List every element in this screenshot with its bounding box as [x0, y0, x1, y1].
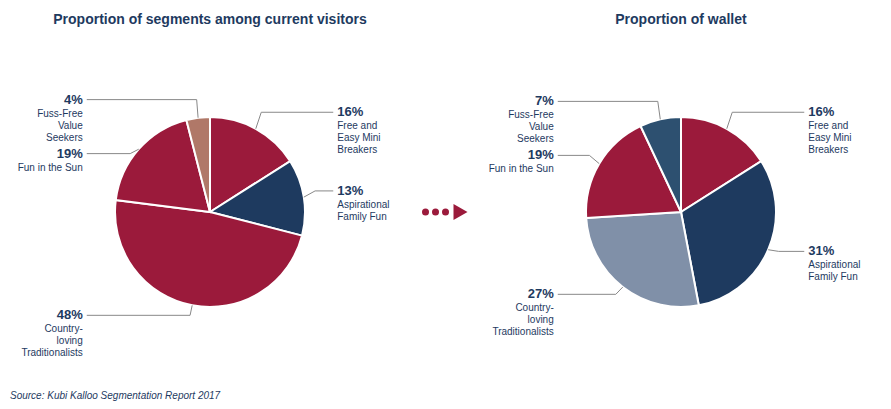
data-labels: 16%Free andEasy MiniBreakers 31%Aspiratio…: [489, 93, 861, 337]
leader-line: [727, 112, 804, 128]
category-label-line: Fuss-Free: [37, 108, 83, 119]
arrow-dot: [422, 209, 429, 216]
category-label: Free andEasy MiniBreakers: [808, 120, 851, 155]
category-label-line: Value: [58, 120, 83, 131]
category-label: Fun in the Sun: [489, 163, 554, 174]
data-label: 4%: [64, 92, 83, 107]
category-label: Country-lovingTraditionalists: [21, 323, 82, 358]
pie-slice: [115, 200, 302, 307]
chart-title: Proportion of segments among current vis…: [53, 11, 367, 27]
leader-line: [558, 155, 599, 163]
category-label-line: Family Fun: [337, 211, 386, 222]
category-label-line: Seekers: [46, 132, 83, 143]
category-label-line: Seekers: [517, 133, 554, 144]
arrow-dot: [432, 209, 439, 216]
pie-chart: Proportion of segments among current vis…: [18, 11, 390, 358]
annotation: Source: Kubi Kalloo Segmentation Report …: [10, 390, 221, 401]
leader-line: [256, 112, 333, 128]
category-label-line: Traditionalists: [21, 347, 82, 358]
pie-slice: [641, 117, 681, 212]
data-label: 27%: [528, 286, 554, 301]
data-label: 13%: [337, 183, 363, 198]
category-label-line: Value: [529, 121, 554, 132]
pie-chart: Proportion of wallet 16%Free andEasy Mini…: [489, 11, 861, 337]
category-label: Fuss-FreeValueSeekers: [508, 109, 554, 144]
category-label-line: Easy Mini: [337, 132, 380, 143]
slices: [115, 117, 305, 307]
category-label: AspirationalFamily Fun: [337, 199, 389, 222]
category-label-line: Free and: [808, 120, 848, 131]
data-label: 19%: [528, 147, 554, 162]
slices: [586, 117, 776, 307]
category-label: Country-lovingTraditionalists: [492, 302, 553, 337]
data-labels: 16%Free andEasy MiniBreakers 13%Aspiratio…: [18, 92, 390, 359]
category-label-line: Fuss-Free: [508, 109, 554, 120]
data-label: 48%: [57, 307, 83, 322]
category-label-line: Fun in the Sun: [18, 162, 83, 173]
category-label: Fuss-FreeValueSeekers: [37, 108, 83, 143]
arrow-dot: [442, 209, 449, 216]
category-label-line: Traditionalists: [492, 326, 553, 337]
category-label-line: Country-: [515, 302, 553, 313]
category-label-line: Country-: [44, 323, 82, 334]
category-label-line: Breakers: [808, 144, 848, 155]
category-label-line: Free and: [337, 120, 377, 131]
category-label-line: Family Fun: [808, 271, 857, 282]
category-label: Free andEasy MiniBreakers: [337, 120, 380, 155]
data-label: 19%: [57, 146, 83, 161]
pie-slice: [186, 117, 210, 212]
data-label: 16%: [808, 104, 834, 119]
chart-title: Proportion of wallet: [615, 11, 747, 27]
category-label: AspirationalFamily Fun: [808, 259, 860, 282]
data-label: 31%: [808, 243, 834, 258]
category-label-line: loving: [57, 335, 83, 346]
category-label-line: Fun in the Sun: [489, 163, 554, 174]
category-label-line: Aspirational: [337, 199, 389, 210]
category-label-line: Breakers: [337, 144, 377, 155]
category-label: Fun in the Sun: [18, 162, 83, 173]
arrow-head: [454, 204, 468, 220]
pie-slice: [586, 212, 699, 307]
leader-line: [87, 305, 192, 315]
leader-line: [768, 250, 804, 252]
leader-line: [304, 191, 333, 197]
data-label: 16%: [337, 104, 363, 119]
category-label-line: loving: [528, 314, 554, 325]
leader-line: [87, 149, 139, 153]
data-label: 7%: [535, 93, 554, 108]
category-label-line: Aspirational: [808, 259, 860, 270]
leader-line: [558, 101, 661, 119]
category-label-line: Easy Mini: [808, 132, 851, 143]
leader-line: [558, 287, 623, 294]
transition-arrow: [422, 204, 468, 220]
chart-root: Proportion of segments among current vis…: [0, 0, 891, 409]
leader-line: [87, 100, 198, 118]
